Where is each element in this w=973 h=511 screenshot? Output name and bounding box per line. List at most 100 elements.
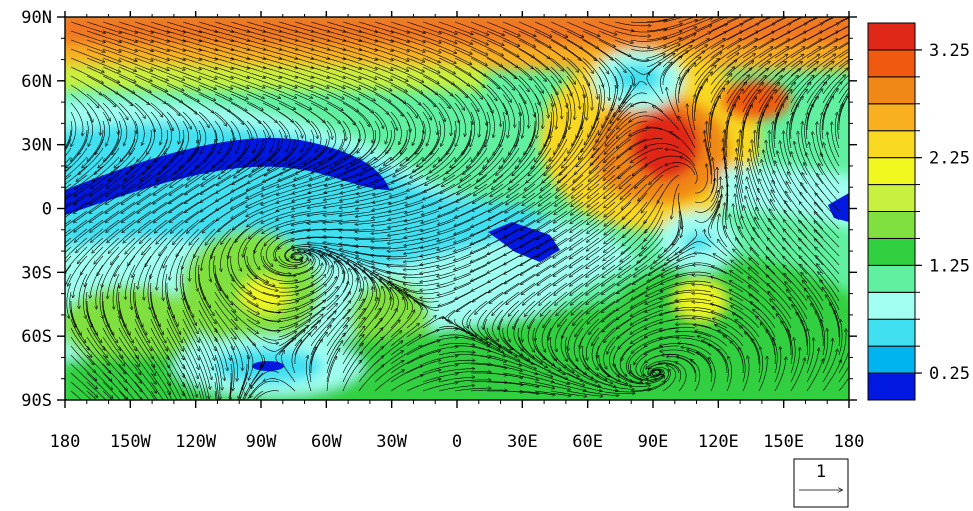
streamline <box>166 291 178 326</box>
streamline <box>214 84 248 99</box>
streamline <box>118 102 136 133</box>
streamline <box>310 57 345 69</box>
streamline <box>294 333 311 365</box>
streamline <box>118 336 140 366</box>
colorbar-segment <box>867 237 916 266</box>
streamline <box>198 390 202 400</box>
lon-tick-label: 90W <box>246 432 277 452</box>
streamline <box>326 341 343 374</box>
reference-vector-label: 1 <box>816 462 826 482</box>
streamline <box>126 147 152 174</box>
lon-tick-label: 150W <box>110 432 152 452</box>
streamline <box>70 30 105 42</box>
streamline <box>246 183 280 198</box>
streamline <box>246 309 281 321</box>
streamline <box>102 345 126 374</box>
streamline <box>289 138 312 165</box>
streamline <box>214 345 225 380</box>
streamline <box>326 93 358 111</box>
streamline <box>246 120 258 153</box>
streamline <box>150 336 170 368</box>
streamline <box>292 253 303 260</box>
streamline <box>70 102 83 136</box>
colorbar-segment <box>867 103 916 132</box>
streamline <box>65 192 72 198</box>
streamline <box>230 291 259 314</box>
streamline <box>264 156 296 176</box>
streamline <box>70 327 92 357</box>
streamline <box>278 284 314 293</box>
streamline <box>102 111 111 146</box>
streamline <box>102 21 137 33</box>
lon-tick-label: 30E <box>507 432 538 452</box>
streamline <box>216 192 248 211</box>
streamline <box>278 300 313 311</box>
streamline <box>134 381 150 400</box>
streamline <box>262 331 296 341</box>
streamline <box>65 228 88 248</box>
streamline <box>118 39 153 51</box>
streamline <box>198 282 214 316</box>
streamline <box>95 147 120 174</box>
lon-tick-label: 60E <box>572 432 603 452</box>
streamline <box>102 390 113 400</box>
streamline <box>86 93 110 121</box>
streamline <box>70 21 105 33</box>
streamline <box>150 300 164 335</box>
streamline <box>230 336 243 370</box>
streamline <box>216 183 248 202</box>
streamline <box>102 327 123 358</box>
streamline <box>166 381 178 400</box>
streamline <box>166 93 197 114</box>
streamline <box>294 111 318 138</box>
streamline <box>182 282 194 317</box>
streamline <box>237 147 264 172</box>
streamline <box>262 111 286 138</box>
lon-tick-label: 90E <box>638 432 669 452</box>
streamline <box>153 174 184 196</box>
streamline <box>206 147 232 173</box>
streamline <box>70 93 93 122</box>
streamline <box>86 336 109 365</box>
streamline <box>262 291 298 296</box>
streamline <box>246 39 282 50</box>
streamline <box>134 93 163 117</box>
streamline <box>119 255 136 288</box>
streamline <box>278 325 308 347</box>
streamline <box>83 282 88 318</box>
streamline <box>75 219 104 242</box>
streamline <box>107 219 136 243</box>
colorbar-segment <box>867 49 916 78</box>
streamline <box>144 264 152 300</box>
streamline <box>232 165 264 184</box>
streamline <box>90 264 104 298</box>
streamline <box>166 102 191 129</box>
streamline <box>108 228 136 253</box>
streamline <box>262 120 275 152</box>
streamline <box>214 111 234 141</box>
streamline <box>150 75 184 91</box>
streamline <box>291 340 302 374</box>
streamline <box>262 301 298 305</box>
streamline <box>174 147 200 174</box>
streamline <box>231 201 264 219</box>
lon-tick-label: 120W <box>175 432 217 452</box>
streamline <box>276 210 312 220</box>
streamline <box>294 263 322 284</box>
streamline <box>246 75 281 88</box>
streamline <box>326 84 360 100</box>
streamline <box>138 201 168 223</box>
streamline <box>132 246 152 277</box>
streamline <box>262 75 297 88</box>
streamline <box>102 318 121 350</box>
streamline <box>310 287 338 311</box>
reference-vector-legend: 1 <box>793 458 849 508</box>
streamline <box>65 165 88 185</box>
streamline <box>123 165 152 188</box>
streamline <box>65 264 72 275</box>
streamline <box>194 228 216 258</box>
streamline <box>342 57 377 70</box>
streamline <box>98 138 120 168</box>
streamline <box>182 336 199 369</box>
streamline <box>170 165 200 187</box>
